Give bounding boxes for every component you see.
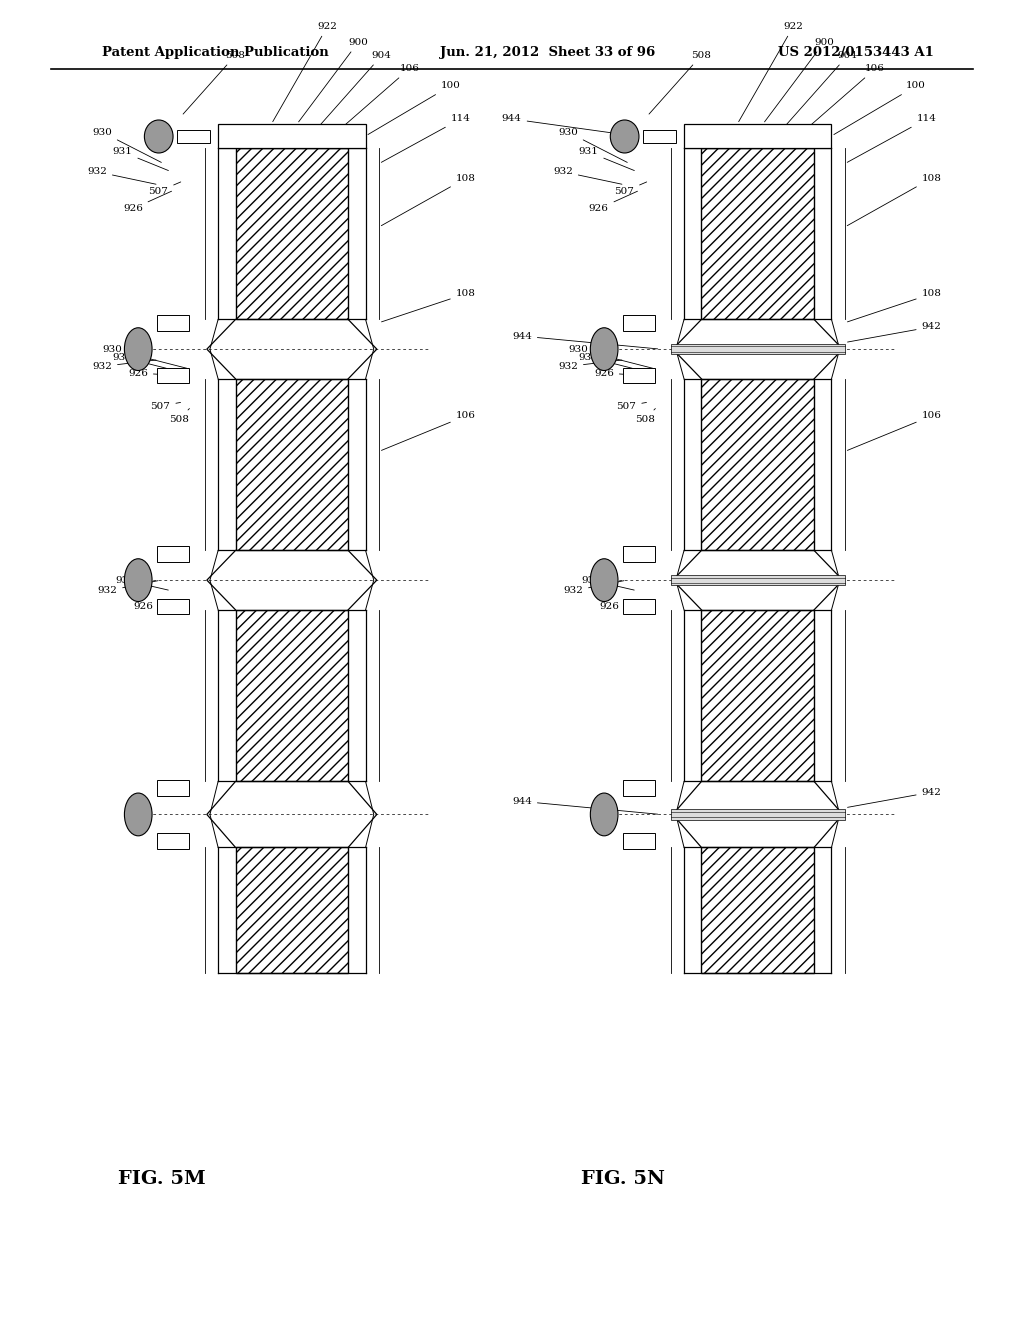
- Text: 507: 507: [614, 182, 647, 197]
- Ellipse shape: [590, 793, 617, 836]
- Ellipse shape: [590, 558, 617, 602]
- Bar: [671, 809, 845, 820]
- Bar: [701, 610, 814, 781]
- Text: 931: 931: [116, 576, 168, 590]
- Text: 926: 926: [123, 191, 172, 214]
- Text: 114: 114: [381, 115, 470, 162]
- Text: 932: 932: [92, 360, 156, 371]
- Bar: [701, 148, 814, 319]
- Text: 904: 904: [785, 51, 857, 125]
- Bar: [157, 314, 189, 330]
- Bar: [623, 314, 655, 330]
- Bar: [236, 847, 348, 973]
- Text: 930: 930: [102, 345, 186, 368]
- Bar: [701, 379, 814, 550]
- Ellipse shape: [144, 120, 173, 153]
- Text: 932: 932: [97, 581, 158, 595]
- Text: 108: 108: [382, 289, 475, 322]
- Text: Patent Application Publication: Patent Application Publication: [102, 46, 329, 59]
- Text: 931: 931: [113, 352, 166, 368]
- Text: 944: 944: [512, 331, 657, 348]
- Ellipse shape: [610, 120, 639, 153]
- Text: 931: 931: [113, 148, 168, 170]
- Bar: [157, 546, 189, 562]
- Text: 926: 926: [589, 191, 638, 214]
- Ellipse shape: [124, 793, 152, 836]
- Text: 507: 507: [616, 401, 646, 411]
- Bar: [177, 129, 210, 143]
- Text: 900: 900: [299, 38, 368, 121]
- Text: FIG. 5M: FIG. 5M: [118, 1170, 206, 1188]
- Text: 931: 931: [579, 148, 634, 170]
- Bar: [623, 833, 655, 849]
- Text: 942: 942: [848, 788, 941, 808]
- Text: 930: 930: [558, 128, 628, 162]
- Bar: [157, 780, 189, 796]
- Bar: [671, 574, 845, 586]
- Bar: [157, 599, 189, 615]
- Text: 100: 100: [834, 82, 926, 135]
- Bar: [218, 124, 366, 148]
- Bar: [671, 343, 845, 354]
- Text: 930: 930: [92, 128, 162, 162]
- Bar: [643, 129, 676, 143]
- Text: 931: 931: [579, 352, 632, 368]
- Text: 100: 100: [368, 82, 460, 135]
- Text: 508: 508: [169, 409, 189, 424]
- Text: 108: 108: [847, 174, 941, 226]
- Bar: [623, 599, 655, 615]
- Text: 106: 106: [848, 412, 941, 450]
- Text: 932: 932: [563, 581, 624, 595]
- Text: 108: 108: [381, 174, 475, 226]
- Text: 932: 932: [553, 168, 622, 185]
- Text: 922: 922: [738, 22, 803, 121]
- Bar: [157, 367, 189, 383]
- Text: 944: 944: [502, 115, 622, 135]
- Text: 508: 508: [649, 51, 711, 114]
- Text: 900: 900: [765, 38, 834, 121]
- Text: FIG. 5N: FIG. 5N: [581, 1170, 665, 1188]
- Text: 931: 931: [582, 576, 634, 590]
- Text: 508: 508: [635, 409, 655, 424]
- Text: 507: 507: [151, 401, 180, 411]
- Text: Jun. 21, 2012  Sheet 33 of 96: Jun. 21, 2012 Sheet 33 of 96: [440, 46, 655, 59]
- Text: 944: 944: [512, 797, 657, 814]
- Text: 930: 930: [568, 345, 652, 368]
- Text: 108: 108: [848, 289, 941, 322]
- Text: 508: 508: [183, 51, 245, 114]
- Text: 904: 904: [319, 51, 391, 125]
- Bar: [236, 379, 348, 550]
- Text: 926: 926: [594, 368, 642, 378]
- Text: 926: 926: [128, 368, 176, 378]
- Text: 932: 932: [558, 360, 622, 371]
- Bar: [623, 546, 655, 562]
- Bar: [701, 847, 814, 973]
- Text: 922: 922: [272, 22, 337, 121]
- Bar: [623, 367, 655, 383]
- Ellipse shape: [124, 327, 152, 371]
- Text: US 2012/0153443 A1: US 2012/0153443 A1: [778, 46, 934, 59]
- Bar: [157, 833, 189, 849]
- Ellipse shape: [124, 558, 152, 602]
- Text: 942: 942: [848, 322, 941, 342]
- Bar: [684, 124, 831, 148]
- Bar: [236, 148, 348, 319]
- Text: 106: 106: [805, 65, 885, 131]
- Text: 106: 106: [382, 412, 475, 450]
- Text: 106: 106: [339, 65, 419, 131]
- Bar: [623, 780, 655, 796]
- Bar: [236, 610, 348, 781]
- Text: 932: 932: [87, 168, 156, 185]
- Text: 114: 114: [847, 115, 936, 162]
- Text: 926: 926: [599, 601, 644, 611]
- Text: 926: 926: [133, 601, 178, 611]
- Ellipse shape: [590, 327, 617, 371]
- Text: 507: 507: [148, 182, 181, 197]
